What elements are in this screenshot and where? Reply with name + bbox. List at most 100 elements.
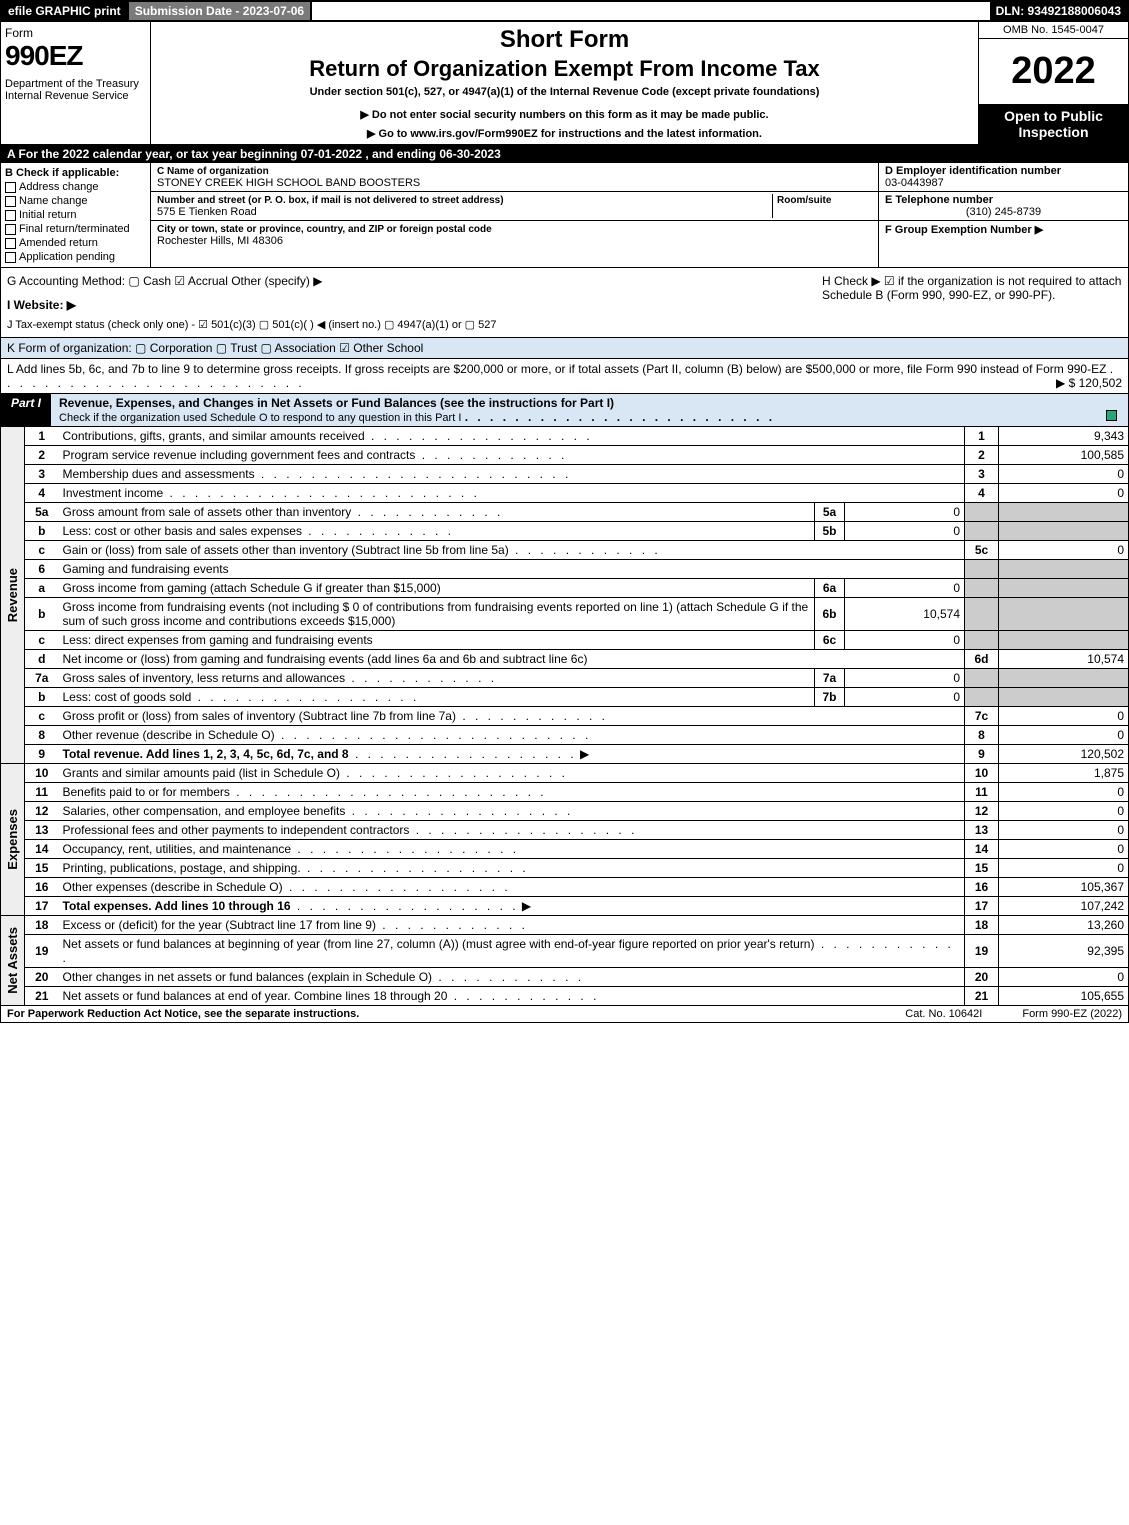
chk-final-return: Final return/terminated bbox=[5, 223, 146, 235]
shade-cell bbox=[965, 522, 999, 541]
city-row: City or town, state or province, country… bbox=[151, 221, 878, 249]
line-14: 14 Occupancy, rent, utilities, and maint… bbox=[1, 840, 1129, 859]
lnum: 3 bbox=[25, 465, 59, 484]
ldesc: Printing, publications, postage, and shi… bbox=[63, 861, 301, 875]
lnum: 5a bbox=[25, 503, 59, 522]
section-d-e-f: D Employer identification number 03-0443… bbox=[878, 163, 1128, 267]
shade-cell bbox=[965, 579, 999, 598]
shade-cell bbox=[999, 631, 1129, 650]
line-13: 13 Professional fees and other payments … bbox=[1, 821, 1129, 840]
subnum: 7a bbox=[815, 669, 845, 688]
rnum: 9 bbox=[965, 745, 999, 764]
line-6b: b Gross income from fundraising events (… bbox=[1, 598, 1129, 631]
rval: 0 bbox=[999, 465, 1129, 484]
ldesc: Less: cost or other basis and sales expe… bbox=[63, 524, 302, 538]
ldesc: Occupancy, rent, utilities, and maintena… bbox=[63, 842, 292, 856]
line-6: 6 Gaming and fundraising events bbox=[1, 560, 1129, 579]
ldesc: Gross sales of inventory, less returns a… bbox=[63, 671, 346, 685]
line-15: 15 Printing, publications, postage, and … bbox=[1, 859, 1129, 878]
lnum: b bbox=[25, 598, 59, 631]
part1-header: Part I Revenue, Expenses, and Changes in… bbox=[0, 394, 1129, 427]
line-5b: b Less: cost or other basis and sales ex… bbox=[1, 522, 1129, 541]
line-5a: 5a Gross amount from sale of assets othe… bbox=[1, 503, 1129, 522]
ldesc: Less: direct expenses from gaming and fu… bbox=[63, 633, 373, 647]
rnum: 20 bbox=[965, 968, 999, 987]
ldesc: Gross income from fundraising events (no… bbox=[63, 600, 809, 628]
subval: 0 bbox=[845, 522, 965, 541]
line-8: 8 Other revenue (describe in Schedule O)… bbox=[1, 726, 1129, 745]
ein-label: D Employer identification number bbox=[885, 165, 1061, 177]
lnum: 8 bbox=[25, 726, 59, 745]
rnum: 3 bbox=[965, 465, 999, 484]
rnum: 2 bbox=[965, 446, 999, 465]
lnum: 7a bbox=[25, 669, 59, 688]
form-id-block: Form 990EZ Department of the Treasury In… bbox=[1, 22, 151, 144]
ldesc: Total revenue. Add lines 1, 2, 3, 4, 5c,… bbox=[63, 747, 349, 761]
tel-label: E Telephone number bbox=[885, 194, 993, 206]
lnum: 1 bbox=[25, 427, 59, 446]
org-name-label: C Name of organization bbox=[157, 166, 269, 177]
rnum: 6d bbox=[965, 650, 999, 669]
ldesc: Net assets or fund balances at beginning… bbox=[63, 937, 815, 951]
chk-label: Application pending bbox=[19, 251, 115, 263]
rnum: 7c bbox=[965, 707, 999, 726]
ldesc: Other revenue (describe in Schedule O) bbox=[63, 728, 275, 742]
section-h: H Check ▶ ☑ if the organization is not r… bbox=[822, 274, 1122, 331]
footer-notice: For Paperwork Reduction Act Notice, see … bbox=[7, 1008, 359, 1020]
line-7b: b Less: cost of goods sold 7b 0 bbox=[1, 688, 1129, 707]
rnum: 11 bbox=[965, 783, 999, 802]
rnum: 21 bbox=[965, 987, 999, 1006]
part1-table: Revenue 1 Contributions, gifts, grants, … bbox=[0, 427, 1129, 1006]
ldesc: Contributions, gifts, grants, and simila… bbox=[63, 429, 365, 443]
lnum: 2 bbox=[25, 446, 59, 465]
city-label: City or town, state or province, country… bbox=[157, 224, 492, 235]
rval: 0 bbox=[999, 541, 1129, 560]
expenses-side-label: Expenses bbox=[5, 809, 20, 870]
shade-cell bbox=[999, 522, 1129, 541]
line-6a: a Gross income from gaming (attach Sched… bbox=[1, 579, 1129, 598]
rval: 0 bbox=[999, 484, 1129, 503]
subnum: 6a bbox=[815, 579, 845, 598]
chk-address-change: Address change bbox=[5, 181, 146, 193]
lnum: d bbox=[25, 650, 59, 669]
lnum: 9 bbox=[25, 745, 59, 764]
subval: 10,574 bbox=[845, 598, 965, 631]
rval: 0 bbox=[999, 968, 1129, 987]
rnum: 16 bbox=[965, 878, 999, 897]
rnum: 1 bbox=[965, 427, 999, 446]
lnum: c bbox=[25, 707, 59, 726]
lnum: 17 bbox=[25, 897, 59, 916]
lnum: b bbox=[25, 688, 59, 707]
line-17: 17 Total expenses. Add lines 10 through … bbox=[1, 897, 1129, 916]
rnum: 19 bbox=[965, 935, 999, 968]
subnum: 6c bbox=[815, 631, 845, 650]
return-title: Return of Organization Exempt From Incom… bbox=[157, 56, 972, 82]
rval: 92,395 bbox=[999, 935, 1129, 968]
lnum: 19 bbox=[25, 935, 59, 968]
shade-cell bbox=[965, 669, 999, 688]
form-word: Form bbox=[5, 26, 146, 40]
subval: 0 bbox=[845, 669, 965, 688]
rval: 0 bbox=[999, 840, 1129, 859]
line-9: 9 Total revenue. Add lines 1, 2, 3, 4, 5… bbox=[1, 745, 1129, 764]
net-assets-side-label: Net Assets bbox=[5, 927, 20, 994]
shade-cell bbox=[999, 560, 1129, 579]
ldesc: Net income or (loss) from gaming and fun… bbox=[63, 652, 588, 666]
subval: 0 bbox=[845, 631, 965, 650]
block-g-h-i-j: G Accounting Method: ▢ Cash ☑ Accrual Ot… bbox=[0, 268, 1129, 338]
tax-exempt-status: J Tax-exempt status (check only one) - ☑… bbox=[7, 318, 822, 331]
line-6c: c Less: direct expenses from gaming and … bbox=[1, 631, 1129, 650]
line-4: 4 Investment income 4 0 bbox=[1, 484, 1129, 503]
rval: 120,502 bbox=[999, 745, 1129, 764]
rnum: 14 bbox=[965, 840, 999, 859]
lnum: 18 bbox=[25, 916, 59, 935]
accounting-method: G Accounting Method: ▢ Cash ☑ Accrual Ot… bbox=[7, 274, 822, 288]
efile-label: efile GRAPHIC print bbox=[2, 2, 127, 20]
chk-label: Address change bbox=[19, 181, 99, 193]
rval: 0 bbox=[999, 821, 1129, 840]
ldesc: Membership dues and assessments bbox=[63, 467, 255, 481]
room-label: Room/suite bbox=[777, 195, 831, 206]
lnum: 6 bbox=[25, 560, 59, 579]
rnum: 10 bbox=[965, 764, 999, 783]
row-l: L Add lines 5b, 6c, and 7b to line 9 to … bbox=[0, 359, 1129, 394]
